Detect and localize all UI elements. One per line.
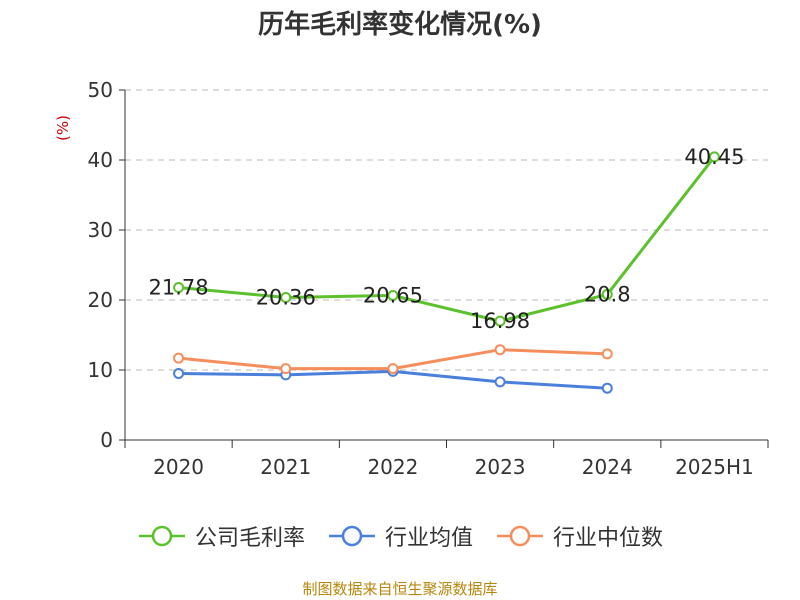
legend-item[interactable]: 公司毛利率 <box>137 520 305 552</box>
legend-label: 行业均值 <box>384 526 473 551</box>
series-line <box>178 155 716 323</box>
data-point <box>173 282 185 294</box>
x-tick-label: 2021 <box>260 455 311 479</box>
y-tick-label: 20 <box>88 288 113 312</box>
legend-marker-icon <box>497 525 543 547</box>
data-point <box>601 288 613 300</box>
chart-legend: 公司毛利率 行业均值 行业中位数 <box>0 518 800 554</box>
y-tick-label: 0 <box>100 428 113 452</box>
data-point <box>494 344 506 356</box>
y-tick-label: 50 <box>88 78 113 102</box>
data-point <box>280 291 292 303</box>
data-label: 16.98 <box>470 309 530 333</box>
data-point <box>387 289 399 301</box>
legend-label: 公司毛利率 <box>194 526 305 551</box>
data-point <box>173 352 185 364</box>
x-tick-label: 2024 <box>582 455 633 479</box>
data-point <box>173 368 185 379</box>
data-point <box>494 376 506 388</box>
x-tick-label: 2022 <box>367 455 418 479</box>
data-label: 20.65 <box>363 283 423 307</box>
chart-title: 历年毛利率变化情况(%) <box>258 10 542 40</box>
data-point <box>601 348 613 360</box>
data-label: 21.78 <box>149 276 209 300</box>
y-tick-label: 10 <box>88 358 113 382</box>
data-label: 20.36 <box>256 285 316 309</box>
data-label: 40.45 <box>684 145 744 169</box>
y-tick-label: 30 <box>88 218 113 242</box>
data-point <box>280 363 292 375</box>
data-point <box>387 363 399 375</box>
y-axis-label: (%) <box>54 115 72 141</box>
legend-marker-icon <box>138 525 185 547</box>
x-tick-label: 2020 <box>153 455 204 479</box>
legend-item[interactable]: 行业均值 <box>327 520 473 552</box>
data-source-note: 制图数据来自恒生聚源数据库 <box>302 580 498 598</box>
data-point <box>494 315 506 327</box>
legend-label: 行业中位数 <box>553 526 664 551</box>
data-label: 20.8 <box>584 282 631 306</box>
x-tick-label: 2023 <box>475 455 526 479</box>
data-point <box>708 151 720 163</box>
x-tick-label: 2025H1 <box>675 455 754 479</box>
data-point <box>601 382 613 394</box>
y-tick-label: 40 <box>88 148 113 172</box>
legend-marker-icon <box>328 525 375 547</box>
legend-item[interactable]: 行业中位数 <box>495 520 663 552</box>
